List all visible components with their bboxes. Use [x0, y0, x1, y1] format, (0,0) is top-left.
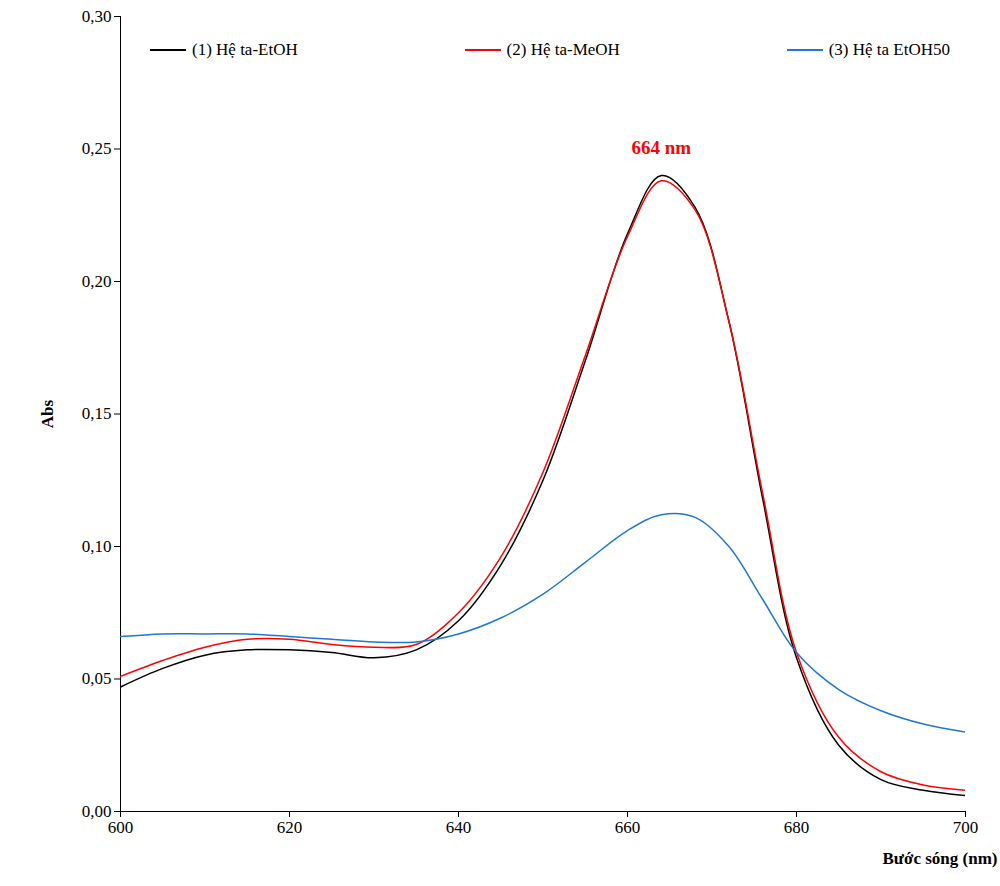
svg-text:Bước sóng (nm): Bước sóng (nm) [882, 849, 997, 868]
svg-text:0,20: 0,20 [82, 272, 112, 291]
svg-text:620: 620 [277, 818, 303, 837]
svg-text:640: 640 [446, 818, 472, 837]
svg-text:0,25: 0,25 [82, 139, 112, 158]
svg-text:0,15: 0,15 [82, 404, 112, 423]
svg-text:0,00: 0,00 [81, 801, 112, 821]
svg-text:0,10: 0,10 [82, 537, 112, 556]
html-text:(1) Hệ ta-EtOH: (1) Hệ ta-EtOH [192, 40, 298, 59]
svg-text:680: 680 [784, 818, 810, 837]
html-text:(3) Hệ ta EtOH50: (3) Hệ ta EtOH50 [828, 40, 950, 59]
svg-text:660: 660 [615, 818, 641, 837]
svg-text:664 nm: 664 nm [631, 137, 691, 158]
svg-text:700: 700 [953, 818, 979, 837]
svg-text:0,05: 0,05 [82, 669, 112, 688]
svg-text:0,30: 0,30 [82, 7, 112, 26]
svg-text:600: 600 [108, 818, 134, 837]
svg-text:Abs: Abs [38, 399, 57, 428]
html-text:(2) Hệ ta-MeOH: (2) Hệ ta-MeOH [506, 40, 620, 59]
